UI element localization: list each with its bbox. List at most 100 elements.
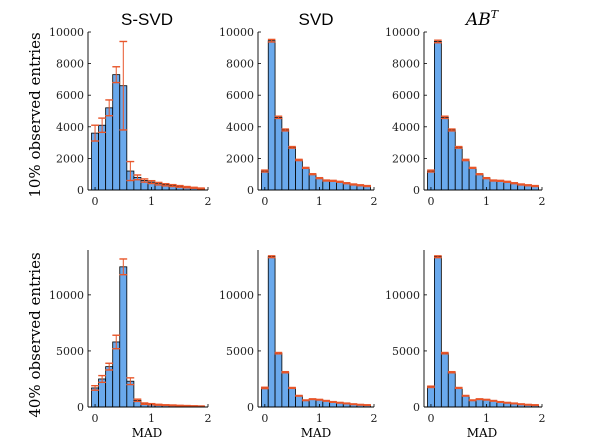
x-tick-label: 2 — [371, 195, 378, 208]
y-tick-label: 10000 — [385, 26, 420, 39]
histogram-bar — [267, 40, 276, 191]
x-tick-label: 0 — [261, 412, 268, 425]
y-tick-label: 2000 — [226, 152, 254, 165]
histogram-bar — [468, 167, 477, 191]
histogram-bar — [440, 352, 449, 408]
x-tick-label: 0 — [92, 412, 99, 425]
histogram-bar — [274, 116, 283, 191]
x-tick-label: 0 — [261, 195, 268, 208]
y-tick-label: 0 — [413, 401, 420, 414]
x-tick-label: 0 — [92, 195, 99, 208]
y-tick-label: 0 — [247, 401, 254, 414]
x-tick-label: 2 — [539, 412, 546, 425]
xlabel-col3: MAD — [467, 426, 498, 439]
histogram-bar — [281, 371, 290, 408]
histogram-bar — [461, 159, 470, 191]
y-tick-label: 8000 — [56, 58, 84, 71]
y-tick-label: 8000 — [392, 58, 420, 71]
xlabel-col2: MAD — [301, 426, 332, 439]
x-tick-label: 1 — [483, 412, 490, 425]
histogram-bar — [440, 116, 449, 191]
y-tick-label: 10000 — [385, 289, 420, 302]
histogram-bar — [295, 159, 303, 191]
histogram-bar — [454, 146, 463, 191]
x-tick-label: 1 — [483, 195, 490, 208]
panel-svd-40pct: 0 5000 10000 0 1 2 — [219, 250, 378, 425]
y-tick-label: 0 — [77, 401, 84, 414]
x-tick-label: 1 — [316, 195, 323, 208]
histogram-bar — [329, 180, 337, 191]
col-title-s-svd: S-SVD — [121, 10, 173, 29]
x-tick-label: 0 — [427, 195, 434, 208]
y-tick-label: 0 — [247, 184, 254, 197]
x-tick-label: 1 — [148, 412, 155, 425]
x-tick-label: 2 — [371, 412, 378, 425]
histogram-bar — [434, 41, 442, 191]
x-tick-label: 1 — [148, 195, 155, 208]
histogram-bar — [98, 378, 107, 408]
y-tick-label: 5000 — [392, 345, 420, 358]
y-tick-label: 10000 — [49, 26, 84, 39]
panel-svd-10pct: 0 2000 4000 6000 8000 10000 0 1 2 — [219, 26, 378, 208]
histogram-bar — [308, 398, 317, 408]
xlabel-col1: MAD — [132, 426, 163, 439]
histogram-bar — [454, 387, 463, 408]
histogram-bar — [105, 107, 114, 191]
histogram-bar — [475, 173, 484, 191]
histogram-bar — [119, 266, 128, 408]
y-tick-label: 2000 — [56, 152, 84, 165]
y-tick-label: 0 — [413, 184, 420, 197]
histogram-bar — [461, 395, 470, 408]
panel-abt-40pct: 0 5000 10000 0 1 2 — [385, 250, 546, 425]
panel-abt-10pct: 0 2000 4000 6000 8000 10000 0 1 2 — [385, 26, 546, 208]
histogram-bar — [112, 74, 121, 191]
histogram-bar — [322, 180, 331, 191]
histogram-bar — [475, 398, 484, 408]
panel-s-svd-40pct: 0 5000 10000 0 1 2 — [49, 250, 212, 425]
row-label-40pct: 40% observed entries — [26, 252, 44, 417]
histogram-bar — [496, 180, 505, 191]
x-tick-label: 2 — [539, 195, 546, 208]
x-tick-label: 0 — [427, 412, 434, 425]
histogram-bar — [288, 146, 296, 191]
col-title-abt-base: AB — [464, 10, 491, 30]
col-title-svd: SVD — [299, 10, 334, 29]
histogram-bar — [288, 387, 296, 408]
x-tick-label: 2 — [205, 412, 212, 425]
histogram-bar — [308, 173, 317, 191]
y-tick-label: 0 — [77, 184, 84, 197]
histogram-bar — [295, 395, 303, 408]
row-label-10pct: 10% observed entries — [26, 32, 44, 197]
histogram-bar — [336, 181, 344, 191]
histogram-bar — [98, 124, 107, 191]
y-tick-label: 10000 — [219, 26, 254, 39]
col-title-abt: ABT — [464, 8, 500, 30]
histogram-bar — [267, 256, 276, 408]
histogram-bar — [112, 341, 121, 408]
x-tick-label: 2 — [205, 195, 212, 208]
histogram-bar — [434, 256, 442, 408]
histogram-bar — [274, 352, 283, 408]
histogram-bar — [447, 129, 456, 191]
panel-s-svd-10pct: 0 2000 4000 6000 8000 10000 0 1 2 — [49, 26, 212, 208]
y-tick-label: 5000 — [226, 345, 254, 358]
histogram-bar — [489, 180, 498, 191]
y-tick-label: 5000 — [56, 345, 84, 358]
histogram-bar — [105, 366, 114, 408]
histogram-bar — [281, 129, 290, 191]
y-tick-label: 8000 — [226, 58, 254, 71]
col-title-abt-superscript: T — [491, 8, 500, 21]
histogram-bar — [447, 371, 456, 408]
y-tick-label: 6000 — [226, 89, 254, 102]
x-tick-label: 1 — [316, 412, 323, 425]
y-tick-label: 4000 — [56, 121, 84, 134]
y-tick-label: 6000 — [392, 89, 420, 102]
y-tick-label: 4000 — [226, 121, 254, 134]
histogram-bar — [503, 181, 512, 191]
y-tick-label: 10000 — [219, 289, 254, 302]
y-tick-label: 10000 — [49, 289, 84, 302]
y-tick-label: 6000 — [56, 89, 84, 102]
y-tick-label: 2000 — [392, 152, 420, 165]
histogram-bar — [427, 386, 435, 408]
